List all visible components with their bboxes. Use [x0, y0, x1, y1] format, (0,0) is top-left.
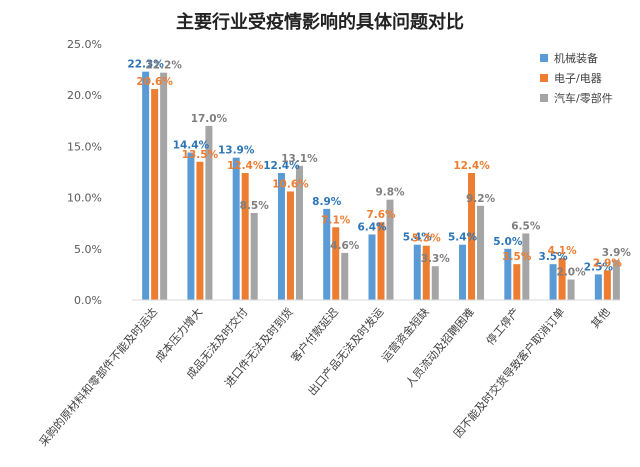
- data-label-series-0-cat-10: 2.5%: [584, 261, 614, 273]
- bar-series-2-cat-2: [250, 212, 258, 300]
- data-label-series-0-cat-8: 5.0%: [493, 236, 523, 248]
- bar-series-1-cat-6: [422, 245, 430, 300]
- data-label-series-2-cat-3: 13.1%: [281, 153, 318, 165]
- watermark-text: 头条 @数字化企业: [520, 445, 628, 461]
- y-tick-label: 15.0%: [67, 140, 102, 153]
- bar-series-0-cat-10: [594, 274, 602, 300]
- bar-series-2-cat-0: [160, 72, 168, 300]
- data-label-series-0-cat-4: 8.9%: [312, 196, 342, 208]
- bar-series-0-cat-8: [504, 248, 512, 300]
- data-label-series-1-cat-6: 5.3%: [412, 233, 442, 245]
- bar-series-2-cat-7: [477, 205, 485, 300]
- bar-series-2-cat-3: [295, 165, 303, 300]
- category-label: 客户付款延迟: [288, 305, 341, 365]
- data-label-series-1-cat-3: 10.6%: [272, 178, 309, 190]
- y-tick-label: 0.0%: [74, 294, 102, 307]
- data-labels: 22.3% 20.6% 22.2% 14.4%13.5% 17.0% 13.9% 12.4%…: [127, 59, 631, 279]
- category-label: 出口产品无法及时发运: [305, 305, 386, 398]
- x-axis: 采购的原材料和零部件不能及时运达成本压力增大成品无法及时交付进口件无法及时到货客…: [36, 299, 620, 449]
- data-label-series-0-cat-2: 13.9%: [218, 145, 255, 157]
- data-label-series-2-cat-9: 2.0%: [557, 267, 587, 279]
- bar-series-1-cat-1: [196, 161, 204, 300]
- bar-series-0-cat-4: [323, 208, 331, 300]
- data-label-series-2-cat-8: 6.5%: [511, 220, 541, 232]
- bar-series-2-cat-10: [612, 260, 620, 300]
- y-axis: 0.0% 5.0% 10.0% 15.0% 20.0% 25.0%: [67, 38, 102, 307]
- data-label-series-1-cat-2: 12.4%: [227, 160, 264, 172]
- bar-series-1-cat-4: [332, 227, 340, 300]
- legend-swatch-1: [540, 74, 548, 82]
- bar-series-0-cat-9: [549, 264, 557, 300]
- y-tick-label: 5.0%: [74, 243, 102, 256]
- data-label-series-0-cat-1: 14.4%: [173, 140, 210, 152]
- category-label: 其他: [589, 306, 613, 331]
- legend-swatch-2: [540, 94, 548, 102]
- y-tick-label: 20.0%: [67, 89, 102, 102]
- data-label-series-0-cat-7: 5.4%: [448, 232, 478, 244]
- data-label-series-1-cat-5: 7.6%: [366, 209, 396, 221]
- bar-series-0-cat-1: [187, 152, 195, 300]
- bar-series-2-cat-9: [567, 279, 575, 300]
- data-label-series-2-cat-0: 22.2%: [145, 60, 182, 72]
- data-label-series-0-cat-3: 12.4%: [263, 160, 300, 172]
- data-label-series-0-cat-5: 6.4%: [357, 221, 387, 233]
- data-label-series-1-cat-0: 20.6%: [136, 76, 173, 88]
- bar-series-2-cat-5: [386, 199, 394, 300]
- data-label-series-1-cat-8: 3.5%: [502, 251, 532, 263]
- data-label-series-2-cat-5: 9.8%: [375, 187, 405, 199]
- bar-series-1-cat-3: [286, 191, 294, 300]
- data-label-series-2-cat-2: 8.5%: [240, 200, 270, 212]
- bar-series-1-cat-0: [151, 89, 159, 300]
- bar-series-0-cat-0: [142, 71, 150, 300]
- bar-series-1-cat-8: [513, 264, 521, 300]
- data-label-series-2-cat-1: 17.0%: [191, 113, 228, 125]
- bar-series-2-cat-1: [205, 125, 213, 300]
- bar-series-0-cat-3: [277, 173, 285, 300]
- chart-title: 主要行业受疫情影响的具体问题对比: [176, 11, 464, 33]
- data-label-series-0-cat-0: 22.3%: [127, 59, 164, 71]
- bar-series-2-cat-6: [431, 266, 439, 300]
- legend-label-1: 电子/电器: [554, 72, 602, 85]
- data-label-series-2-cat-4: 4.6%: [330, 240, 360, 252]
- data-label-series-2-cat-10: 3.9%: [602, 247, 632, 259]
- data-label-series-1-cat-7: 12.4%: [453, 160, 490, 172]
- legend-label-2: 汽车/零部件: [554, 91, 613, 105]
- bar-series-1-cat-2: [241, 173, 249, 300]
- bar-series-0-cat-5: [368, 234, 376, 300]
- bar-series-1-cat-10: [603, 270, 611, 300]
- data-label-series-1-cat-9: 4.1%: [548, 245, 578, 257]
- data-label-series-2-cat-6: 3.3%: [421, 253, 451, 265]
- bar-series-0-cat-2: [232, 157, 240, 300]
- bar-series-2-cat-8: [522, 233, 530, 300]
- category-label: 停工停产: [483, 305, 522, 348]
- bar-series-2-cat-4: [341, 252, 349, 300]
- category-label: 运营资金短缺: [378, 305, 431, 365]
- watermark: 头条 @数字化企业: [520, 445, 628, 461]
- bar-series-0-cat-7: [459, 244, 467, 300]
- y-tick-label: 10.0%: [67, 192, 102, 205]
- bar-series-1-cat-7: [468, 173, 476, 300]
- legend-label-0: 机械装备: [554, 51, 598, 65]
- bar-series-1-cat-9: [558, 258, 566, 300]
- bar-series-1-cat-5: [377, 222, 385, 300]
- data-label-series-0-cat-6: 5.4%: [403, 232, 433, 244]
- legend-swatch-0: [540, 54, 548, 62]
- category-label: 成本压力增大: [152, 305, 205, 365]
- data-label-series-2-cat-7: 9.2%: [466, 193, 496, 205]
- bar-series-0-cat-6: [413, 244, 421, 300]
- data-label-series-0-cat-9: 3.5%: [539, 251, 569, 263]
- category-label: 采购的原材料和零部件不能及时运达: [36, 305, 160, 449]
- data-label-series-1-cat-10: 2.9%: [593, 257, 623, 269]
- data-label-series-1-cat-1: 13.5%: [182, 149, 219, 161]
- y-tick-label: 25.0%: [67, 38, 102, 51]
- bars: [142, 71, 620, 300]
- data-label-series-1-cat-4: 7.1%: [321, 214, 351, 226]
